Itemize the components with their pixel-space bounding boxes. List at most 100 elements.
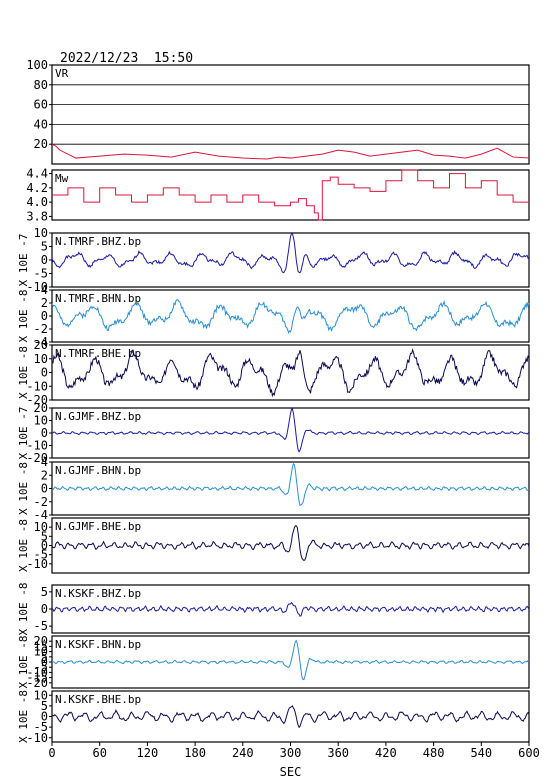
y-tick-label: -5 <box>34 548 48 562</box>
y-tick-label: 0 <box>41 539 48 553</box>
y-tick-label: 0 <box>41 655 48 669</box>
y-tick-label: -2 <box>34 322 48 336</box>
y-tick-label: 10 <box>34 352 48 366</box>
panel-label: N.GJMF.BHN.bp <box>55 464 141 477</box>
scale-label: X 10E -8 <box>17 636 30 689</box>
panel-frame <box>51 64 530 165</box>
x-tick-label: 540 <box>470 746 492 760</box>
y-tick-label: 10 <box>34 226 48 240</box>
y-tick-label: -20 <box>26 451 48 465</box>
panel-label: N.KSKF.BHN.bp <box>55 638 141 651</box>
series-line <box>52 462 530 507</box>
x-tick-label: 60 <box>92 746 106 760</box>
series-line <box>51 525 530 561</box>
y-tick-label: 20 <box>34 338 48 352</box>
y-tick-label: -10 <box>26 439 48 453</box>
panel-label: Mw <box>55 172 69 185</box>
y-tick-label: 5 <box>41 240 48 254</box>
y-tick-label: 40 <box>34 117 48 131</box>
y-tick-label: -5 <box>34 660 48 674</box>
y-tick-label: 20 <box>34 634 48 648</box>
x-tick-label: 180 <box>184 746 206 760</box>
y-tick-label: 80 <box>34 78 48 92</box>
y-tick-label: 5 <box>41 585 48 599</box>
scale-label: X 10E -8 <box>17 519 30 572</box>
scale-label: X 10E -8 <box>17 690 30 743</box>
y-tick-label: 0 <box>41 366 48 380</box>
x-tick-label: 420 <box>375 746 397 760</box>
y-tick-label: 10 <box>34 688 48 702</box>
scale-label: X 10E -8 <box>17 583 30 636</box>
series-line <box>51 601 530 617</box>
y-tick-label: 60 <box>34 98 48 112</box>
y-tick-label: 100 <box>26 58 48 72</box>
x-tick-label: 600 <box>518 746 540 760</box>
y-tick-label: 4 <box>41 283 48 297</box>
scale-label: X 10E -7 <box>17 407 30 460</box>
series-line <box>51 408 530 453</box>
series-line <box>51 299 530 334</box>
y-tick-label: 2 <box>41 468 48 482</box>
y-tick-label: 0 <box>41 710 48 724</box>
panel-label: N.KSKF.BHE.bp <box>55 693 141 706</box>
series-line <box>51 705 530 729</box>
y-tick-label: 4.0 <box>26 195 48 209</box>
panel-label: N.GJMF.BHE.bp <box>55 520 141 533</box>
y-tick-label: 0 <box>41 426 48 440</box>
y-tick-label: -20 <box>26 393 48 407</box>
x-tick-label: 480 <box>423 746 445 760</box>
y-tick-label: 4 <box>41 455 48 469</box>
y-tick-label: 20 <box>34 137 48 151</box>
series-line <box>51 348 530 398</box>
y-tick-label: 4.4 <box>26 167 48 181</box>
y-tick-label: 0 <box>41 253 48 267</box>
y-tick-label: -5 <box>34 619 48 633</box>
timestamp-label: 2022/12/23 15:50 <box>60 51 194 66</box>
y-tick-label: -4 <box>34 508 48 522</box>
y-tick-label: 4.2 <box>26 181 48 195</box>
x-tick-label: 240 <box>232 746 254 760</box>
y-tick-label: 0 <box>41 482 48 496</box>
y-tick-label: -5 <box>34 267 48 281</box>
y-tick-label: -10 <box>26 379 48 393</box>
scale-label: X 10E -7 <box>17 234 30 287</box>
y-tick-label: 5 <box>41 699 48 713</box>
y-tick-label: -10 <box>26 665 48 679</box>
y-tick-label: -20 <box>26 676 48 690</box>
panel-label: N.KSKF.BHZ.bp <box>55 587 141 600</box>
y-tick-label: 0 <box>41 309 48 323</box>
y-tick-label: -5 <box>34 720 48 734</box>
x-tick-label: 120 <box>137 746 159 760</box>
y-tick-label: 0 <box>41 602 48 616</box>
y-tick-label: 3.8 <box>26 209 48 223</box>
y-tick-label: 5 <box>41 529 48 543</box>
panel-label: VR <box>55 67 69 80</box>
x-tick-label: 300 <box>280 746 302 760</box>
y-tick-label: -10 <box>26 280 48 294</box>
y-tick-label: 20 <box>34 401 48 415</box>
y-tick-label: 10 <box>34 520 48 534</box>
series-line <box>51 232 530 274</box>
y-tick-label: 15 <box>34 639 48 653</box>
y-tick-label: 10 <box>34 645 48 659</box>
panel-label: N.TMRF.BHZ.bp <box>55 235 141 248</box>
y-tick-label: -2 <box>34 495 48 509</box>
panel-label: N.TMRF.BHN.bp <box>55 292 141 305</box>
y-tick-label: 5 <box>41 650 48 664</box>
series-line <box>52 169 529 221</box>
panel-label: N.GJMF.BHZ.bp <box>55 410 141 423</box>
scale-label: X 10E -8 <box>17 346 30 399</box>
y-tick-label: 2 <box>41 296 48 310</box>
x-tick-label: 360 <box>327 746 349 760</box>
panel-label: N.TMRF.BHE.bp <box>55 347 141 360</box>
y-tick-label: -4 <box>34 335 48 349</box>
y-tick-label: -15 <box>26 671 48 685</box>
y-tick-label: -10 <box>26 731 48 745</box>
x-axis-label: SEC <box>280 765 302 779</box>
series-line <box>51 639 530 681</box>
x-tick-label: 0 <box>48 746 55 760</box>
series-line <box>51 143 530 160</box>
scale-label: X 10E -8 <box>17 290 30 343</box>
